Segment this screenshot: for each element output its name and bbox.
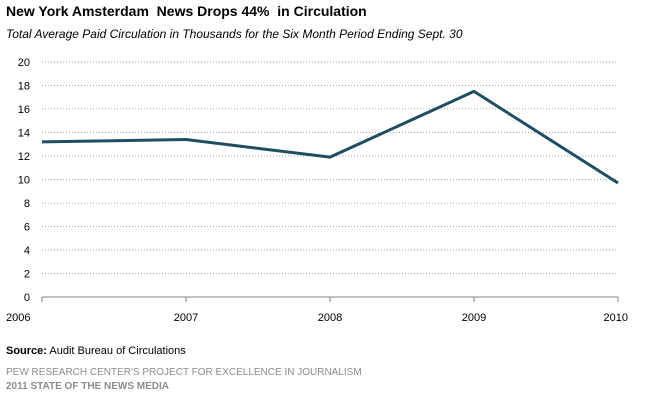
credit-line-organization: PEW RESEARCH CENTER'S PROJECT FOR EXCELL… xyxy=(6,367,362,378)
axes xyxy=(41,296,619,302)
x-tick-label-2010: 2010 xyxy=(604,312,628,324)
y-tick-label-10: 10 xyxy=(18,175,30,187)
source-note: Source: Audit Bureau of Circulations xyxy=(6,345,186,357)
y-tick-label-18: 18 xyxy=(18,81,30,93)
y-tick-label-12: 12 xyxy=(18,151,30,163)
y-tick-label-8: 8 xyxy=(24,198,30,210)
chart-subtitle: Total Average Paid Circulation in Thousa… xyxy=(6,27,463,41)
x-tick-label-2007: 2007 xyxy=(174,312,198,324)
y-tick-label-2: 2 xyxy=(24,269,30,281)
series-line-0 xyxy=(41,89,619,185)
source-label: Source: xyxy=(6,345,47,357)
y-tick-label-14: 14 xyxy=(18,128,30,140)
y-tick-label-6: 6 xyxy=(24,222,30,234)
series-layer xyxy=(41,89,619,185)
credit-line-report: 2011 STATE OF THE NEWS MEDIA xyxy=(6,381,169,392)
x-tick-label-2006: 2006 xyxy=(6,312,30,324)
x-tick-label-2008: 2008 xyxy=(318,312,342,324)
source-text: Audit Bureau of Circulations xyxy=(46,345,186,357)
tick-labels: 0 2 4 6 8 10 12 14 16 18 20 2006 2007 2008 2009 2010 xyxy=(6,57,628,324)
y-tick-label-20: 20 xyxy=(18,57,30,69)
x-tick-label-2009: 2009 xyxy=(462,312,486,324)
y-tick-label-0: 0 xyxy=(24,292,30,304)
y-tick-label-16: 16 xyxy=(18,104,30,116)
chart-title: New York Amsterdam News Drops 44% in Cir… xyxy=(6,3,367,19)
gridlines xyxy=(42,61,618,274)
y-tick-label-4: 4 xyxy=(24,245,30,257)
